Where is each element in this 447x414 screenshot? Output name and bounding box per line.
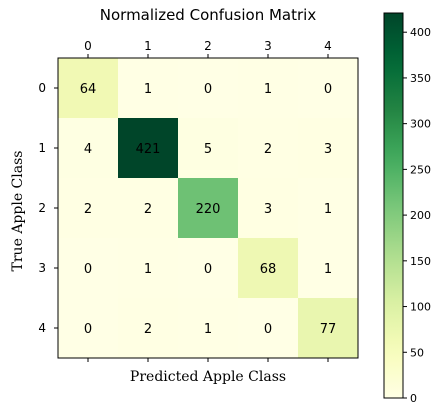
heatmap-cell (58, 118, 118, 178)
cell-value-label: 2 (144, 202, 152, 217)
cell-value-label: 421 (136, 142, 161, 157)
cell-value-label: 1 (144, 82, 152, 97)
cell-value-label: 68 (260, 262, 277, 277)
colorbar-tick-label: 400 (410, 26, 431, 39)
heatmap-cell (298, 298, 358, 358)
colorbar-tick-label: 300 (410, 118, 431, 131)
y-tick-label: 1 (38, 141, 46, 155)
heatmap-cell (58, 178, 118, 238)
cell-value-label: 77 (320, 322, 337, 337)
colorbar-tick-label: 200 (410, 209, 431, 222)
cell-value-label: 0 (204, 82, 212, 97)
x-tick-label: 0 (84, 39, 92, 53)
heatmap-cell (178, 298, 238, 358)
heatmap-cell (238, 118, 298, 178)
cell-value-label: 64 (80, 82, 97, 97)
x-axis-label: Predicted Apple Class (130, 369, 286, 385)
cell-value-label: 3 (324, 142, 332, 157)
cell-value-label: 0 (84, 262, 92, 277)
heatmap-cell (238, 178, 298, 238)
y-tick-label: 4 (38, 321, 46, 335)
heatmap-cell (118, 178, 178, 238)
cell-value-label: 220 (196, 202, 221, 217)
heatmap-cell (298, 238, 358, 298)
heatmap-grid: 64 1 0 1 0 4 421 5 2 3 2 2 220 3 1 0 1 0 68 1 0 2 1 0 77 (57, 57, 359, 359)
heatmap-cell (58, 298, 118, 358)
cell-value-label: 2 (84, 202, 92, 217)
heatmap-cell (58, 58, 118, 118)
colorbar-tick-label: 50 (410, 346, 424, 359)
cell-value-label: 1 (144, 262, 152, 277)
x-tick-label: 1 (144, 39, 152, 53)
cell-value-label: 0 (84, 322, 92, 337)
cell-value-label: 1 (324, 202, 332, 217)
colorbar (383, 12, 404, 399)
chart-title: Normalized Confusion Matrix (100, 6, 317, 24)
cell-value-label: 2 (144, 322, 152, 337)
heatmap-cell (178, 178, 238, 238)
heatmap-cell (58, 238, 118, 298)
heatmap-cell (238, 58, 298, 118)
heatmap-cell (238, 238, 298, 298)
cell-value-label: 0 (204, 262, 212, 277)
cell-value-label: 1 (324, 262, 332, 277)
y-tick-label: 2 (38, 201, 46, 215)
cell-value-label: 1 (264, 82, 272, 97)
cell-value-label: 5 (204, 142, 212, 157)
heatmap-cell (118, 238, 178, 298)
heatmap-cell (178, 118, 238, 178)
cell-value-label: 0 (324, 82, 332, 97)
heatmap-cell (178, 238, 238, 298)
heatmap-cell (118, 298, 178, 358)
heatmap-cell (298, 58, 358, 118)
cell-value-label: 2 (264, 142, 272, 157)
cell-value-label: 0 (264, 322, 272, 337)
colorbar-tick-label: 0 (410, 392, 417, 405)
y-tick-label: 0 (38, 81, 46, 95)
cell-value-label: 3 (264, 202, 272, 217)
x-tick-label: 3 (264, 39, 272, 53)
x-axis-ticks: 0 1 2 3 4 (84, 39, 332, 362)
y-tick-label: 3 (38, 261, 46, 275)
heatmap-cell (118, 118, 178, 178)
colorbar-tick-label: 350 (410, 72, 431, 85)
heatmap-cell (118, 58, 178, 118)
heatmap-cell (178, 58, 238, 118)
colorbar-tick-label: 100 (410, 301, 431, 314)
colorbar-ticks: 0 50 100 150 200 250 300 350 400 (403, 26, 431, 405)
heatmap-cell (238, 298, 298, 358)
y-axis-ticks: 0 1 2 3 4 (38, 81, 58, 335)
colorbar-tick-label: 250 (410, 163, 431, 176)
cell-value-label: 1 (204, 322, 212, 337)
x-tick-label: 2 (204, 39, 212, 53)
cell-value-label: 4 (84, 142, 92, 157)
colorbar-tick-label: 150 (410, 255, 431, 268)
heatmap-cell (298, 118, 358, 178)
y-axis-label: True Apple Class (10, 151, 26, 272)
x-tick-label: 4 (324, 39, 332, 53)
heatmap-cell (298, 178, 358, 238)
